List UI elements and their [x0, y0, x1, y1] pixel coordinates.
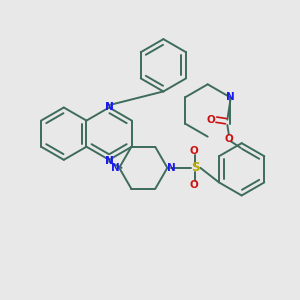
Text: N: N: [111, 163, 120, 173]
Text: N: N: [105, 102, 113, 112]
Text: N: N: [105, 156, 113, 166]
Text: O: O: [190, 146, 199, 156]
Text: O: O: [207, 115, 215, 125]
Text: N: N: [226, 92, 235, 102]
Text: N: N: [105, 156, 113, 166]
Text: N: N: [105, 102, 113, 112]
Text: O: O: [190, 180, 199, 190]
Text: O: O: [224, 134, 233, 144]
Text: S: S: [191, 161, 200, 174]
Text: N: N: [105, 156, 113, 166]
Text: N: N: [105, 102, 113, 112]
Text: N: N: [167, 163, 175, 173]
